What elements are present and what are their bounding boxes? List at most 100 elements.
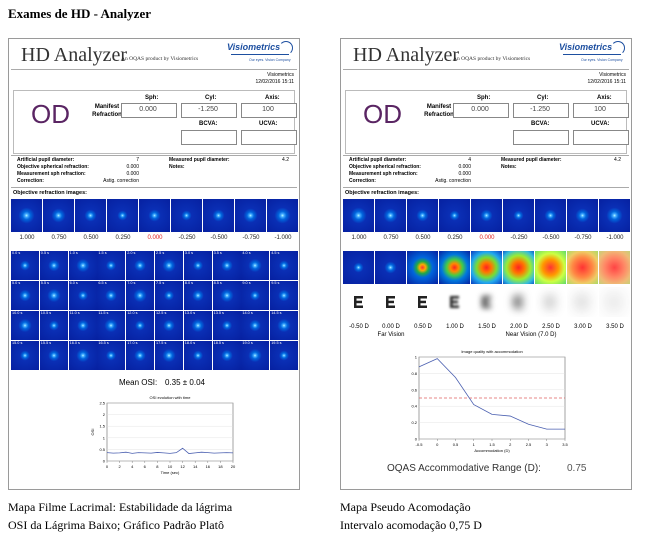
optotype-image bbox=[599, 287, 630, 317]
info-label: Measured pupil diameter: bbox=[501, 157, 562, 163]
info-value: 0.000 bbox=[458, 164, 471, 170]
info-label: Correction: bbox=[349, 178, 376, 184]
field-box bbox=[513, 103, 569, 118]
field-value: 100 bbox=[594, 106, 606, 113]
y-tick-label: 2 bbox=[103, 412, 106, 417]
time-label: 13.0 s bbox=[184, 311, 196, 315]
x-tick-label: 14 bbox=[193, 464, 198, 469]
sequence-image: 18.0 s bbox=[183, 341, 212, 370]
x-tick-label: 6 bbox=[144, 464, 147, 469]
x-tick-label: 10 bbox=[168, 464, 173, 469]
refraction-image bbox=[203, 199, 234, 232]
chart-title: OSI evolution with time bbox=[150, 395, 192, 400]
info-label: Measured pupil diameter: bbox=[169, 157, 230, 163]
sequence-image: 10.0 s bbox=[11, 311, 39, 340]
refraction-image bbox=[139, 199, 170, 232]
optotype-image bbox=[439, 287, 470, 317]
refraction-image bbox=[407, 199, 438, 232]
refraction-image bbox=[471, 199, 502, 232]
y-tick-label: 0.2 bbox=[411, 420, 417, 425]
step-label: -0.250 bbox=[178, 235, 196, 241]
sequence-image: 7.5 s bbox=[155, 281, 183, 310]
mean-value: 0.35 ± 0.04 bbox=[165, 378, 205, 387]
separator bbox=[343, 155, 629, 156]
optotype bbox=[418, 296, 427, 308]
time-label: 19.5 s bbox=[271, 341, 282, 345]
step-label: 1.000 bbox=[351, 235, 367, 241]
time-label: 13.5 s bbox=[213, 311, 224, 315]
time-label: 15.0 s bbox=[12, 341, 23, 345]
time-label: 18.0 s bbox=[184, 341, 196, 345]
info-value: Astig. correction bbox=[435, 178, 471, 184]
optotype-image bbox=[471, 287, 502, 317]
sequence-image: 12.5 s bbox=[155, 311, 183, 340]
time-label: 14.0 s bbox=[242, 311, 253, 315]
x-tick-label: -0.5 bbox=[416, 442, 424, 447]
sequence-image: 11.5 s bbox=[97, 311, 126, 340]
info-label: Measurement sph refraction: bbox=[17, 171, 86, 177]
sequence-image: 8.5 s bbox=[212, 281, 241, 310]
field-label: Cyl: bbox=[205, 95, 217, 101]
step-label: 1.000 bbox=[19, 235, 35, 241]
near-label: Near Vision (7.0 D) bbox=[505, 332, 557, 338]
optotype-image bbox=[535, 287, 566, 317]
x-tick-label: 1.5 bbox=[489, 442, 495, 447]
sequence-image: 19.0 s bbox=[241, 341, 270, 370]
optotype-bar bbox=[386, 300, 394, 304]
accommodation-image bbox=[535, 251, 566, 284]
sequence-image: 12.0 s bbox=[126, 311, 155, 340]
manifest-label: Manifest Refraction bbox=[424, 104, 454, 118]
sequence-image: 15.0 s bbox=[11, 341, 39, 370]
refraction-image bbox=[375, 199, 406, 232]
sequence-image: 2.5 s bbox=[155, 251, 183, 280]
info-value: 4.2 bbox=[282, 157, 289, 163]
time-label: 17.5 s bbox=[156, 341, 167, 345]
x-tick-label: 16 bbox=[206, 464, 211, 469]
sequence-image: 19.5 s bbox=[270, 341, 299, 370]
time-label: 0.5 s bbox=[40, 251, 50, 255]
info-label: Notes: bbox=[169, 164, 185, 170]
sequence-image: 17.5 s bbox=[155, 341, 183, 370]
x-axis-label: Accommodation (D) bbox=[474, 448, 510, 453]
optotype-image bbox=[503, 287, 534, 317]
optotype-bar bbox=[546, 296, 555, 299]
time-label: 4.0 s bbox=[242, 251, 251, 255]
refraction-image bbox=[267, 199, 298, 232]
step-label: 0.000 bbox=[479, 235, 495, 241]
range-value: 0.75 bbox=[567, 463, 587, 474]
step-label: 0.250 bbox=[115, 235, 131, 241]
refraction-image bbox=[599, 199, 630, 232]
accommodation-image bbox=[599, 251, 630, 284]
defocus-label: 2.00 D bbox=[510, 324, 528, 330]
sequence-image: 14.5 s bbox=[270, 311, 299, 340]
separator bbox=[11, 187, 297, 188]
optotype bbox=[578, 296, 587, 308]
field-label: BCVA: bbox=[199, 121, 218, 127]
info-label: Objective spherical refraction: bbox=[349, 164, 421, 170]
sequence-image: 0.0 s bbox=[11, 251, 39, 280]
x-tick-label: 3.5 bbox=[562, 442, 568, 447]
defocus-label: 3.50 D bbox=[606, 324, 624, 330]
sequence-image: 8.0 s bbox=[183, 281, 212, 310]
caption: OSI da Lágrima Baixo; Gráfico Padrão Pla… bbox=[8, 518, 224, 532]
field-label: Cyl: bbox=[537, 95, 549, 101]
datetime: 12/02/2016 15:11 bbox=[587, 79, 626, 85]
sequence-image: 3.5 s bbox=[212, 251, 241, 280]
optotype-bar bbox=[418, 305, 427, 308]
field-box bbox=[241, 103, 297, 118]
x-tick-label: 4 bbox=[131, 464, 134, 469]
optotype bbox=[354, 296, 363, 308]
x-tick-label: 3 bbox=[546, 442, 549, 447]
time-label: 10.5 s bbox=[40, 311, 52, 315]
time-label: 1.0 s bbox=[69, 251, 78, 255]
logo-sub: Our eyes. Vision Company bbox=[249, 58, 291, 62]
sequence-image: 9.5 s bbox=[270, 281, 299, 310]
time-label: 3.0 s bbox=[184, 251, 194, 255]
optotype-bar bbox=[418, 296, 427, 299]
time-label: 10.0 s bbox=[12, 311, 23, 315]
field-box bbox=[453, 103, 509, 118]
refraction-image bbox=[343, 199, 374, 232]
sequence-image: 2.0 s bbox=[126, 251, 155, 280]
logo-sub: Our eyes. Vision Company bbox=[581, 58, 623, 62]
sequence-image: 10.5 s bbox=[39, 311, 68, 340]
